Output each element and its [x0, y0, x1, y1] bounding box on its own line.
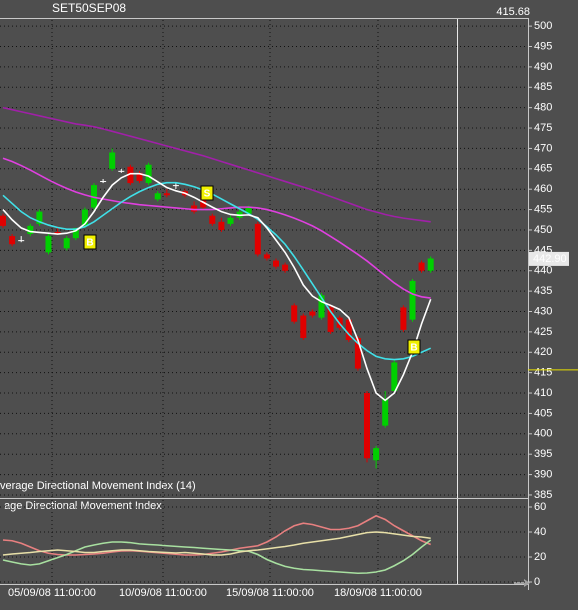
candle-body	[227, 217, 234, 224]
last-price-box	[529, 251, 569, 266]
candle-body	[54, 232, 61, 235]
y-tick-label: 410	[534, 387, 552, 399]
candle-body	[218, 221, 225, 230]
candle-body	[9, 236, 16, 245]
candle-body	[154, 193, 161, 200]
signal-label: S	[204, 189, 211, 200]
x-tick-label: 18/09/08 11:00:00	[334, 587, 422, 599]
signal-label: B	[410, 343, 417, 354]
candle-body	[118, 170, 125, 172]
candle-body	[63, 238, 70, 249]
chart-title: SET50SEP08	[52, 1, 126, 15]
candle-body	[27, 225, 34, 235]
y-tick-label: 485	[534, 81, 552, 93]
y-tick-label: 480	[534, 102, 552, 114]
candle-body	[191, 205, 198, 212]
y-tick-label: 395	[534, 448, 552, 460]
y-tick-label: 470	[534, 142, 552, 154]
candle-body	[145, 164, 152, 184]
y-tick-label: 500	[534, 20, 552, 32]
candle-body	[409, 280, 416, 320]
candle-body	[318, 295, 325, 318]
candle-body	[400, 307, 407, 330]
candle-body	[382, 399, 389, 426]
candle-body	[91, 185, 97, 208]
signal-box	[200, 185, 214, 201]
candle-body	[109, 152, 116, 169]
y-tick-label: 490	[534, 61, 552, 73]
y-tick-label: 495	[534, 40, 552, 52]
candle-body	[81, 209, 88, 226]
candle-body	[72, 227, 79, 239]
candle-body	[427, 258, 434, 271]
x-tick-label: 15/09/08 11:00:00	[226, 587, 314, 599]
y-tick-label: 475	[534, 122, 552, 134]
y-tick-label: 420	[534, 346, 552, 358]
y-tick-label: 430	[534, 305, 552, 317]
candle-body	[327, 307, 334, 332]
y-tick-label: 385	[534, 489, 552, 501]
candle-body	[418, 262, 425, 271]
candle-body	[282, 264, 289, 271]
candle-body	[18, 240, 25, 242]
y-tick-label: 40	[534, 526, 546, 538]
y-tick-label: 435	[534, 285, 552, 297]
candle-body	[209, 215, 216, 224]
y-tick-label: 465	[534, 163, 552, 175]
x-tick-label: 05/09/08 11:00:00	[8, 587, 96, 599]
candle-body	[364, 393, 370, 459]
candle-body	[263, 254, 270, 259]
candle-body	[373, 448, 380, 461]
y-tick-label: 460	[534, 183, 552, 195]
candle-body	[354, 338, 361, 369]
candle-body	[136, 172, 143, 182]
moving-line	[2, 531, 431, 556]
y-tick-label: 440	[534, 265, 552, 277]
candle-body	[172, 185, 179, 187]
x-tick-label: 10/09/08 11:00:00	[119, 587, 207, 599]
y-tick-label: 20	[534, 551, 546, 563]
indicator-label: verage Directional Movement Index (14)	[0, 480, 196, 492]
y-tick-label: 400	[534, 428, 552, 440]
y-tick-label: 455	[534, 203, 552, 215]
y-tick-label: 0	[534, 576, 540, 588]
y-tick-label: 390	[534, 468, 552, 480]
candle-body	[254, 223, 261, 255]
candle-body	[245, 207, 252, 214]
candle-body	[300, 315, 307, 338]
candle-body	[273, 260, 279, 267]
y-tick-label: 405	[534, 407, 552, 419]
moving-line	[2, 172, 432, 402]
last-price-label: 442.90	[533, 253, 567, 265]
y-tick-label: 450	[534, 224, 552, 236]
candle-body	[36, 211, 43, 224]
candle-body	[127, 166, 134, 184]
signal-box	[83, 234, 97, 250]
signal-label: B	[86, 238, 93, 249]
candle-body	[45, 236, 52, 253]
candle-body	[391, 362, 398, 391]
scroll-arrow[interactable]	[514, 579, 530, 587]
moving-line	[2, 106, 431, 223]
indicator-title: age Directional Movement Index	[4, 500, 162, 512]
signal-box	[407, 339, 421, 355]
moving-line	[2, 514, 432, 556]
candle-body	[291, 305, 298, 322]
y-tick-label: 425	[534, 326, 552, 338]
candle-body	[309, 311, 316, 316]
candle-body	[163, 193, 170, 196]
cursor-price: 415.68	[496, 6, 530, 18]
candle-body	[100, 181, 107, 183]
y-tick-label: 60	[534, 501, 546, 513]
y-tick-label: 415	[534, 367, 552, 379]
candle-body	[0, 215, 6, 226]
candle-body	[345, 319, 352, 341]
